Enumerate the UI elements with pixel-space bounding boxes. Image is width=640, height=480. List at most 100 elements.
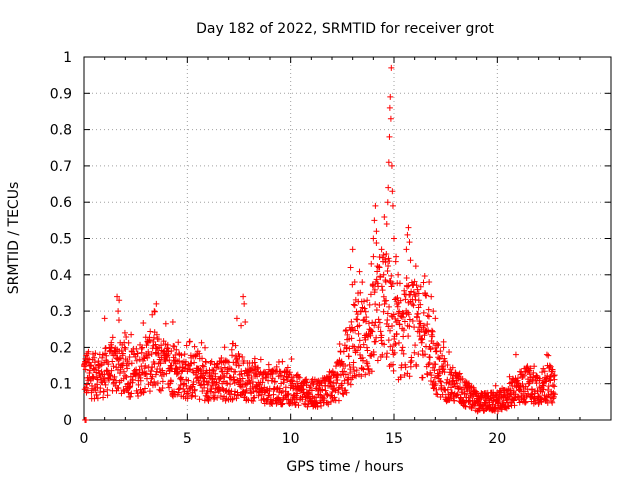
data-point [183,382,190,389]
data-point [83,381,90,388]
data-point [314,403,321,410]
data-point [139,344,146,351]
data-point [205,395,212,402]
data-point [238,322,245,329]
data-point [354,316,361,323]
data-point [539,369,546,376]
data-point [279,358,286,365]
data-point [221,344,228,351]
data-point [224,380,231,387]
data-point [183,342,190,349]
data-point [175,389,182,396]
data-point [432,315,439,322]
data-point [128,331,135,338]
data-point [376,319,383,326]
data-point [242,318,249,325]
data-point [388,162,395,169]
data-point [429,328,436,335]
data-point [441,369,448,376]
data-point [103,352,110,359]
data-point [135,393,142,400]
data-point [322,387,329,394]
data-point [428,293,435,300]
data-point [303,376,310,383]
data-point [162,320,169,327]
data-point [360,298,367,305]
data-point [502,404,509,411]
data-point [390,361,397,368]
data-point [315,387,322,394]
data-point [388,283,395,290]
data-point [356,337,363,344]
data-point [357,308,364,315]
data-point [84,355,91,362]
data-point [434,391,441,398]
data-point [520,372,527,379]
data-point [356,268,363,275]
data-point [449,389,456,396]
data-point [440,366,447,373]
data-point [374,268,381,275]
data-point [349,343,356,350]
data-point [341,377,348,384]
data-point [82,366,89,373]
data-point [432,380,439,387]
data-point [365,320,372,327]
data-point [140,320,147,327]
data-point [109,334,116,341]
data-point [362,336,369,343]
data-point [327,375,334,382]
data-point [212,373,219,380]
data-point [191,359,198,366]
data-point [100,394,107,401]
data-point [292,401,299,408]
data-point [388,64,395,71]
data-point [124,365,131,372]
data-point [90,373,97,380]
data-point [362,308,369,315]
data-point [512,351,519,358]
plot-frame [83,56,612,421]
data-point [419,336,426,343]
y-tick-label: 1 [63,50,72,66]
data-point [449,364,456,371]
data-point [115,385,122,392]
data-point [410,289,417,296]
data-point [185,377,192,384]
data-point [460,384,467,391]
data-point [390,367,397,374]
chart-title: Day 182 of 2022, SRMTID for receiver gro… [196,21,494,37]
data-point [389,188,396,195]
data-point [550,373,557,380]
data-point [511,402,518,409]
data-point [199,355,206,362]
data-point [349,324,356,331]
data-point [385,255,392,262]
data-point [210,395,217,402]
data-point [111,373,118,380]
data-point [386,104,393,111]
data-point [360,317,367,324]
data-point [526,371,533,378]
data-point [550,393,557,400]
data-point [430,308,437,315]
data-point [125,360,132,367]
x-axis-label: GPS time / hours [286,459,403,475]
data-point [530,369,537,376]
data-point [367,291,374,298]
data-point [374,357,381,364]
data-point [340,348,347,355]
data-point [242,390,249,397]
data-point [353,367,360,374]
data-point [293,396,300,403]
data-point [324,392,331,399]
data-point [376,301,383,308]
data-point [395,339,402,346]
data-point [413,282,420,289]
x-tick-label: 20 [488,431,506,447]
data-point [428,372,435,379]
data-point [118,347,125,354]
data-point [399,344,406,351]
data-point [551,372,558,379]
data-point [236,353,243,360]
